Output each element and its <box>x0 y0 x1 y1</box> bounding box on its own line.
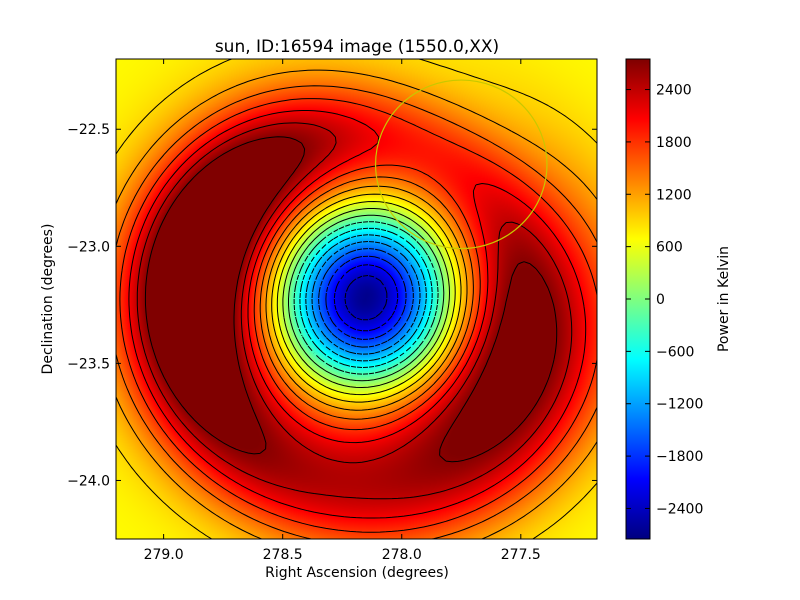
contour-level <box>305 234 427 362</box>
colorbar-tick-label: 0 <box>656 292 665 308</box>
contour-level <box>299 227 433 368</box>
y-axis-ticks: −22.5 −23.0 −23.5 −24.0 <box>67 122 597 489</box>
colorbar-tick-label: −2400 <box>656 501 703 517</box>
y-tick-label: −23.5 <box>67 356 110 372</box>
colorbar-ticks: 2400 1800 1200 600 0 −600 −1200 −1800 −2400 <box>626 83 703 517</box>
x-axis-ticks: 279.0 278.5 278.0 277.5 <box>144 59 541 563</box>
x-axis-label: Right Ascension (degrees) <box>265 565 449 581</box>
y-tick-label: −22.5 <box>67 122 110 138</box>
beam-circle <box>374 79 548 250</box>
contour-level <box>311 241 421 355</box>
contour-level <box>333 264 399 332</box>
contour-lines <box>116 59 597 539</box>
contour-level <box>318 248 414 348</box>
x-tick-label: 279.0 <box>144 547 184 563</box>
overlay-circle <box>374 79 548 250</box>
colorbar-tick-label: −1800 <box>656 449 703 465</box>
y-tick-label: −24.0 <box>67 473 110 489</box>
colorbar-tick-label: 2400 <box>656 83 692 99</box>
contour-level <box>282 208 450 388</box>
contour-level <box>119 98 597 533</box>
colorbar-tick-label: −1200 <box>656 397 703 413</box>
contour-level <box>344 275 388 321</box>
x-tick-label: 278.0 <box>382 547 422 563</box>
plot-frame <box>115 58 598 540</box>
x-tick-label: 277.5 <box>501 547 541 563</box>
y-axis-label: Declination (degrees) <box>40 224 56 375</box>
contour-level <box>325 255 407 340</box>
colorbar-tick-label: −600 <box>656 344 694 360</box>
colorbar: 2400 1800 1200 600 0 −600 −1200 −1800 −2400 Powe… <box>625 58 732 540</box>
colorbar-tick-label: 1200 <box>656 187 692 203</box>
colorbar-tick-label: 600 <box>656 240 683 256</box>
contour-level <box>128 110 587 519</box>
colorbar-label: Power in Kelvin <box>716 246 732 352</box>
contour-level <box>293 221 439 375</box>
chart-title: sun, ID:16594 image (1550.0,XX) <box>215 37 499 57</box>
contour-level <box>116 59 597 539</box>
contour-level <box>136 122 573 500</box>
colorbar-tick-label: 1800 <box>656 135 692 151</box>
contour-level <box>116 85 597 539</box>
contour-level <box>288 214 445 382</box>
contour-level <box>116 69 597 539</box>
contour-level <box>144 136 558 463</box>
x-tick-label: 278.5 <box>263 547 303 563</box>
y-tick-label: −23.0 <box>67 239 110 255</box>
